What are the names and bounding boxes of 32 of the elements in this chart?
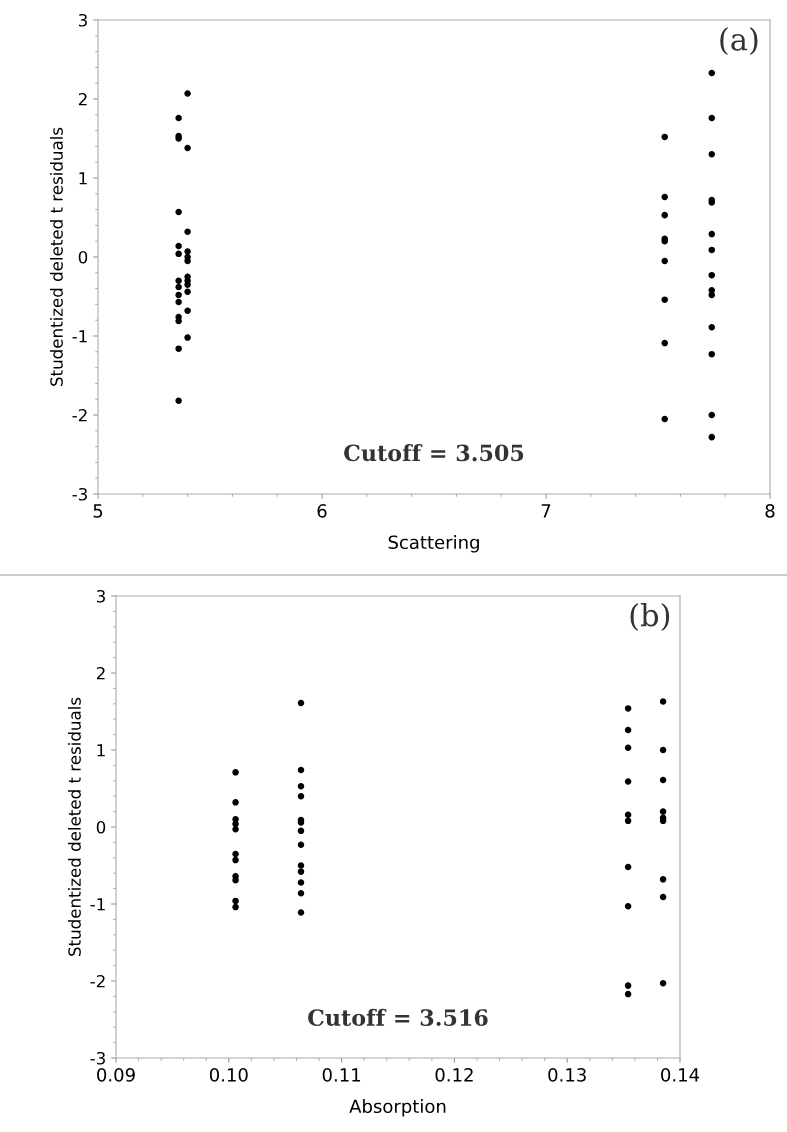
x-tick-label: 5 xyxy=(93,504,103,518)
y-axis-title: Studentized deleted t residuals xyxy=(67,697,81,956)
y-tick-label: -1 xyxy=(90,898,105,911)
y-tick-label: 1 xyxy=(79,172,87,185)
x-tick-label: 0.10 xyxy=(209,1068,248,1082)
x-axis-title: Absorption xyxy=(349,1099,446,1117)
y-tick-label: -3 xyxy=(90,1051,105,1065)
y-tick-label: 0 xyxy=(78,250,88,264)
annotation: (a) xyxy=(720,27,758,56)
x-tick-label: 8 xyxy=(765,504,775,518)
y-axis-title: Studentized deleted t residuals xyxy=(49,127,63,386)
y-tick-label: 2 xyxy=(96,666,105,680)
x-tick-label: 7 xyxy=(541,504,551,518)
y-tick-label: 2 xyxy=(78,92,87,106)
annotation: Cutoff = 3.516 xyxy=(308,1008,488,1026)
y-tick-label: -3 xyxy=(72,487,87,501)
y-tick-label: 3 xyxy=(78,13,87,27)
annotation: (b) xyxy=(630,602,670,631)
y-tick-label: -2 xyxy=(72,408,87,422)
x-tick-label: 6 xyxy=(317,504,327,518)
annotation: Cutoff = 3.505 xyxy=(344,444,524,462)
y-tick-label: 3 xyxy=(96,589,105,603)
x-tick-label: 0.12 xyxy=(435,1068,473,1082)
x-tick-label: 0.09 xyxy=(97,1068,135,1082)
x-axis-title: Scattering xyxy=(388,535,479,553)
y-tick-label: 0 xyxy=(96,820,106,834)
x-tick-label: 0.11 xyxy=(322,1068,361,1082)
x-tick-label: 0.14 xyxy=(661,1068,700,1082)
y-tick-label: 1 xyxy=(97,744,105,757)
x-tick-label: 0.13 xyxy=(548,1068,586,1082)
y-tick-label: -2 xyxy=(90,974,105,988)
y-tick-label: -1 xyxy=(72,330,87,343)
